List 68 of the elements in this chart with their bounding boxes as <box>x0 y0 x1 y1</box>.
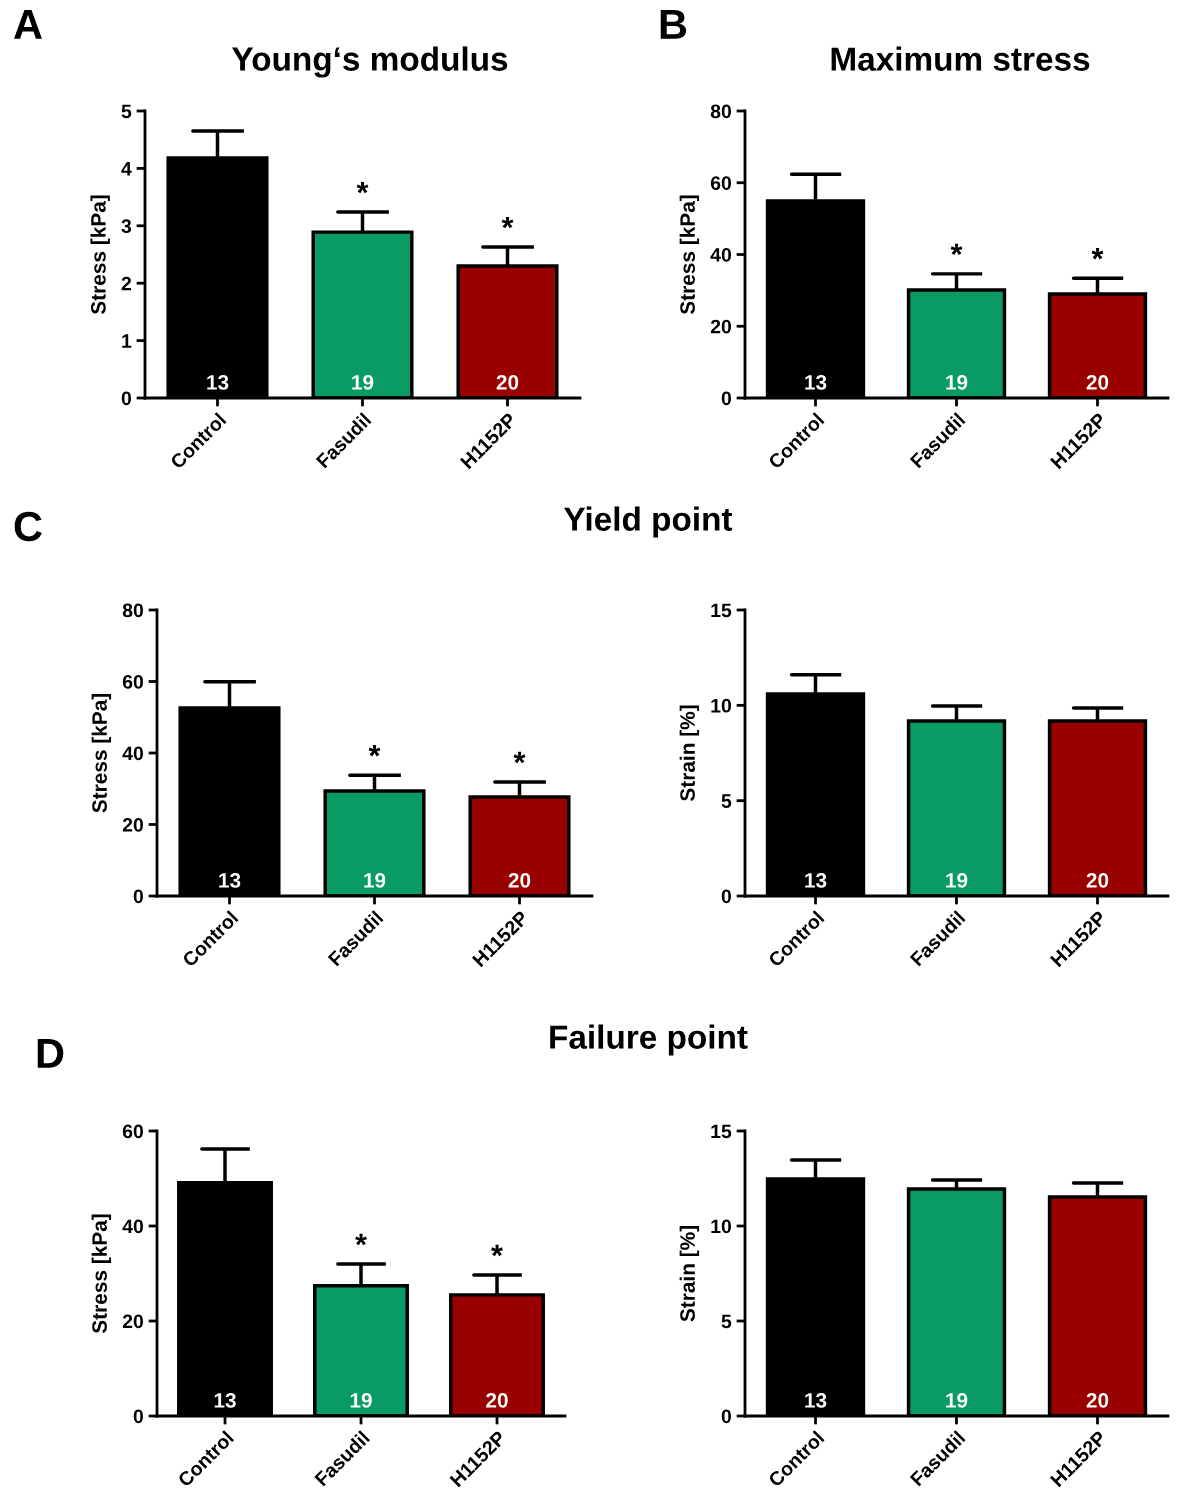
annotation: 19 <box>352 374 374 390</box>
text: D <box>37 1039 64 1068</box>
annotation: 13 <box>805 1392 827 1408</box>
chart-title: Maximum stress <box>831 46 1090 71</box>
y-tick-label: 0 <box>721 889 732 904</box>
y-axis-title: Strain [%] <box>679 705 700 802</box>
y-axis-title: Strain [%] <box>679 1226 700 1322</box>
text: C <box>14 511 42 542</box>
annotation: 19 <box>350 1392 372 1408</box>
annotation: 13 <box>805 872 827 888</box>
annotation: 20 <box>508 872 531 888</box>
chart-title: Young‘s modulus <box>231 46 508 78</box>
annotation: * <box>491 1244 503 1257</box>
y-axis-title: Stress [kPa] <box>679 195 700 315</box>
annotation: * <box>950 243 963 256</box>
y-tick-label: 40 <box>710 247 732 262</box>
y-tick-label: 0 <box>721 391 732 406</box>
annotation: 20 <box>1086 872 1109 888</box>
annotation: 19 <box>946 374 968 390</box>
y-tick-label: 0 <box>133 1409 144 1424</box>
text: A <box>13 10 42 39</box>
y-tick-label: 0 <box>133 889 144 904</box>
y-tick-label: 60 <box>710 176 732 190</box>
y-tick-label: 60 <box>122 1124 144 1139</box>
annotation: 20 <box>496 374 519 390</box>
annotation: * <box>1091 248 1104 260</box>
y-tick-label: 10 <box>711 1219 732 1234</box>
y-tick-label: 10 <box>711 698 732 713</box>
chart-title: Yield point <box>564 506 733 538</box>
annotation: * <box>513 751 526 764</box>
annotation: 20 <box>486 1392 508 1408</box>
annotation: 13 <box>805 374 827 390</box>
annotation: * <box>356 181 369 194</box>
y-tick-label: 5 <box>721 794 732 808</box>
annotation: 19 <box>946 872 968 888</box>
text: Failure point <box>550 1024 748 1056</box>
y-tick-label: 20 <box>122 817 144 832</box>
y-tick-label: 20 <box>122 1314 144 1329</box>
y-tick-label: 0 <box>121 391 132 406</box>
y-tick-label: 3 <box>121 219 132 234</box>
y-tick-label: 60 <box>122 674 144 689</box>
y-tick-label: 5 <box>721 1314 732 1329</box>
y-axis-title: Stress [kPa] <box>91 1214 112 1334</box>
y-tick-label: 1 <box>122 334 132 348</box>
annotation: * <box>368 745 381 757</box>
annotation: 13 <box>219 872 241 888</box>
y-tick-label: 20 <box>710 319 732 334</box>
annotation: 19 <box>946 1392 968 1408</box>
y-tick-label: 15 <box>711 603 732 618</box>
y-axis-title: Stress [kPa] <box>91 693 112 813</box>
y-tick-label: 40 <box>122 746 144 761</box>
annotation: * <box>355 1233 367 1246</box>
y-tick-label: 80 <box>122 603 144 618</box>
annotation: 20 <box>1086 374 1109 390</box>
y-tick-label: 4 <box>121 162 132 176</box>
y-tick-label: 2 <box>121 276 132 291</box>
annotation: 19 <box>364 872 386 888</box>
annotation: * <box>501 216 514 229</box>
y-tick-label: 40 <box>122 1219 144 1234</box>
annotation: 20 <box>1086 1392 1109 1408</box>
y-tick-label: 15 <box>711 1124 732 1139</box>
annotation: 13 <box>214 1392 236 1408</box>
y-tick-label: 80 <box>710 104 732 119</box>
text: B <box>660 10 687 39</box>
y-tick-label: 0 <box>721 1409 732 1424</box>
y-axis-title: Stress [kPa] <box>90 195 110 315</box>
annotation: 13 <box>207 374 229 390</box>
y-tick-label: 5 <box>121 104 132 119</box>
